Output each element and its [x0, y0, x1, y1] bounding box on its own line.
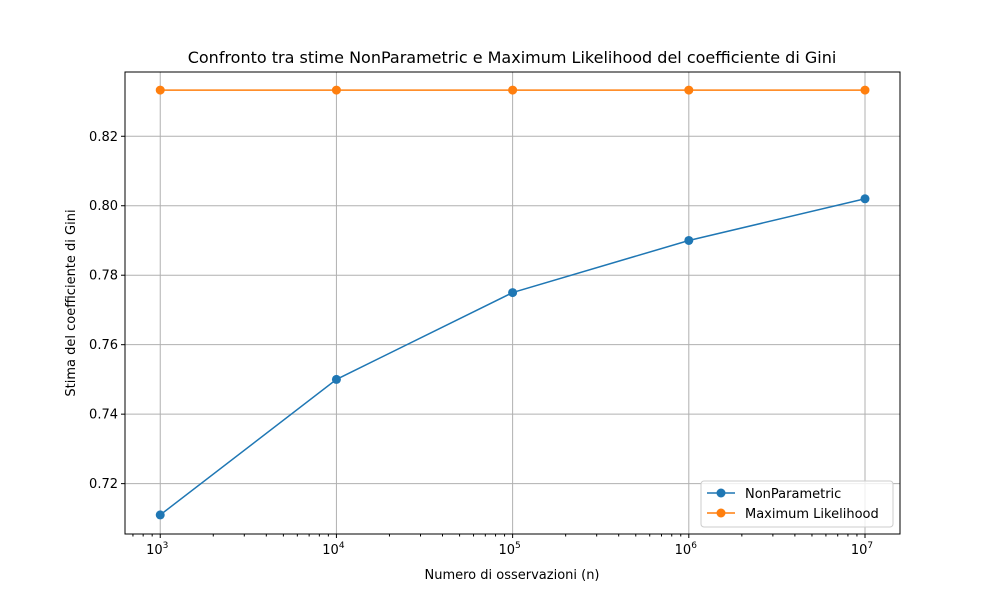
- legend-box: [700, 480, 894, 528]
- x-tick-exponent: 6: [691, 541, 697, 551]
- x-tick-base: 10: [675, 543, 692, 558]
- grid: [125, 72, 900, 534]
- data-point-maximum-likelihood: [508, 85, 518, 95]
- data-point-maximum-likelihood: [860, 85, 870, 95]
- legend-marker-nonparametric: [716, 488, 726, 498]
- legend: NonParametric Maximum Likelihood: [700, 480, 894, 528]
- chart-title: Confronto tra stime NonParametric e Maxi…: [188, 48, 837, 67]
- x-tick-label: 106: [675, 541, 698, 558]
- data-point-nonparametric: [508, 288, 518, 298]
- legend-marker-maximum-likelihood: [716, 508, 726, 518]
- data-point-nonparametric: [684, 235, 694, 245]
- x-tick-label: 103: [146, 541, 168, 558]
- x-tick-base: 10: [146, 543, 163, 558]
- x-tick-exponent: 3: [163, 541, 169, 551]
- x-tick-label: 104: [322, 541, 345, 558]
- y-tick-label: 0.82: [89, 130, 118, 145]
- x-tick-base: 10: [498, 543, 515, 558]
- x-axis-label: Numero di osservazioni (n): [424, 568, 599, 583]
- data-point-nonparametric: [860, 194, 870, 204]
- x-tick-exponent: 4: [339, 541, 345, 551]
- x-tick-label: 105: [498, 541, 520, 558]
- legend-label-maximum-likelihood: Maximum Likelihood: [745, 507, 879, 522]
- x-tick-label: 107: [851, 541, 873, 558]
- x-tick-exponent: 7: [867, 541, 873, 551]
- legend-label-nonparametric: NonParametric: [745, 487, 841, 502]
- data-point-nonparametric: [155, 510, 165, 520]
- x-tick-base: 10: [851, 543, 868, 558]
- y-tick-label: 0.76: [89, 338, 118, 353]
- data-point-maximum-likelihood: [155, 85, 165, 95]
- axis-ticks: [121, 135, 866, 538]
- y-tick-label: 0.74: [89, 408, 118, 423]
- x-tick-base: 10: [322, 543, 339, 558]
- data-point-maximum-likelihood: [331, 85, 341, 95]
- y-tick-label: 0.72: [89, 477, 118, 492]
- x-tick-exponent: 5: [515, 541, 521, 551]
- data-point-maximum-likelihood: [684, 85, 694, 95]
- y-axis-label: Stima del coefficiente di Gini: [64, 209, 79, 396]
- y-tick-label: 0.78: [89, 269, 118, 284]
- y-tick-label: 0.80: [89, 199, 118, 214]
- data-point-nonparametric: [331, 374, 341, 384]
- series-layer: [155, 85, 870, 520]
